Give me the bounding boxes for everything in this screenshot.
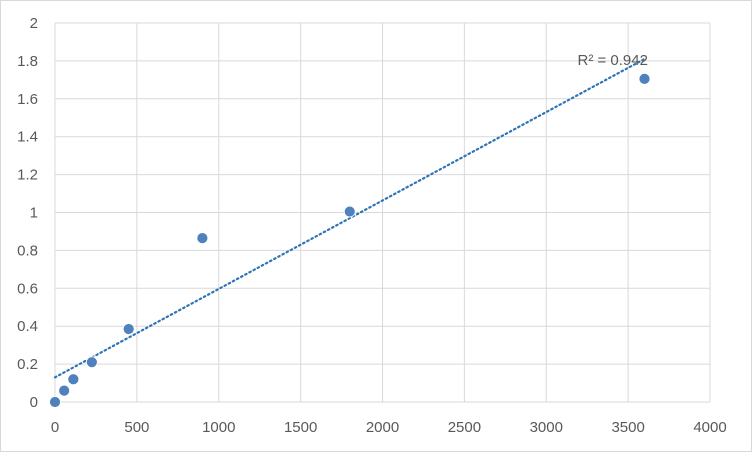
data-point [85,356,98,369]
y-tick-label: 2 [30,15,38,32]
y-tick-label: 1.6 [17,91,38,108]
x-tick-label: 2000 [366,419,399,436]
data-point [67,373,80,386]
y-tick-label: 0.4 [17,318,38,335]
data-points [49,73,651,408]
trendline-group [53,57,646,379]
trendline [53,57,646,379]
y-axis-tick-labels: 0 0.2 0.4 0.6 0.8 1 1.2 1.4 1.6 1.8 2 [17,15,38,411]
y-tick-label: 0.8 [17,242,38,259]
x-tick-label: 1500 [284,419,317,436]
x-tick-label: 500 [124,419,149,436]
x-tick-label: 3000 [530,419,563,436]
y-tick-label: 1.4 [17,129,38,146]
horizontal-gridlines [55,22,710,403]
data-point [122,323,135,335]
x-tick-label: 4000 [693,419,726,436]
x-tick-label: 0 [51,419,59,436]
x-tick-label: 1000 [202,419,235,436]
y-tick-label: 1 [30,205,38,222]
x-tick-label: 2500 [448,419,481,436]
data-point [343,205,356,218]
y-tick-label: 0.2 [17,356,38,373]
x-axis-tick-labels: 0 500 1000 1500 2000 2500 3000 3500 4000 [51,419,727,436]
data-point [638,73,651,85]
data-point [49,396,61,408]
x-tick-label: 3500 [611,419,644,436]
y-tick-label: 1.2 [17,167,38,184]
y-tick-label: 0.6 [17,280,38,297]
y-tick-label: 1.8 [17,53,38,70]
data-point [58,384,71,397]
r-squared-annotation: R² = 0.942 [578,52,648,69]
data-point [196,232,209,244]
y-tick-label: 0 [30,394,38,411]
